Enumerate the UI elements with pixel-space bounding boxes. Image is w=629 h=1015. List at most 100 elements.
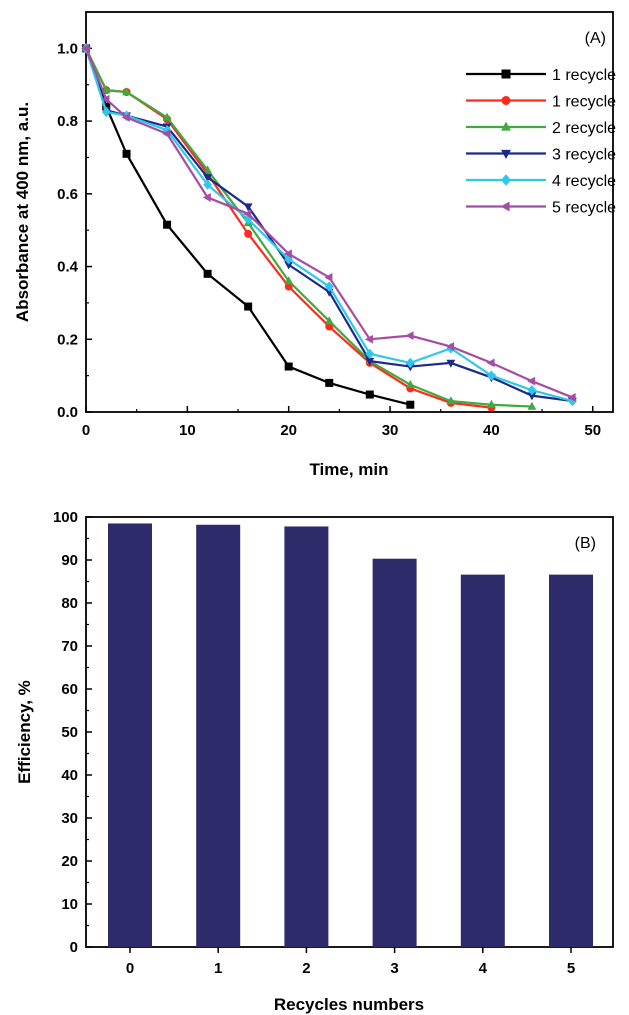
panel-a-legend: 1 recycle 1 recycle 2 recycle 3 recycle 4 re… xyxy=(466,67,616,217)
y-tick-label: 80 xyxy=(61,595,78,612)
panel-a-line-chart: 0 10 20 30 40 50 0.0 0.2 0.4 0.6 0.8 1.0 (A) 1 recy… xyxy=(13,11,616,479)
panel-b-x-axis-title: Recycles numbers xyxy=(274,995,424,1014)
data-point xyxy=(283,249,292,259)
panel-b-y-axis-title: Efficiency, % xyxy=(15,680,34,784)
panel-a-axes: 0 10 20 30 40 50 0.0 0.2 0.4 0.6 0.8 1.0 xyxy=(57,11,601,439)
y-tick-label: 0.6 xyxy=(57,186,78,203)
y-tick-label: 0.2 xyxy=(57,331,78,348)
x-tick-label: 3 xyxy=(390,960,398,977)
y-tick-label: 100 xyxy=(53,509,78,526)
data-point xyxy=(324,273,333,282)
legend-marker xyxy=(501,69,511,79)
data-point xyxy=(243,209,252,219)
y-tick-label: 40 xyxy=(61,767,78,784)
bar xyxy=(460,574,505,947)
y-tick-label: 90 xyxy=(61,552,78,569)
y-tick-label: 1.0 xyxy=(57,40,78,57)
data-point xyxy=(405,379,415,388)
data-point xyxy=(122,87,131,96)
data-point xyxy=(567,393,576,402)
panel-a-label: (A) xyxy=(585,30,606,47)
legend-label: 3 recycle xyxy=(552,147,616,164)
x-tick-label: 5 xyxy=(567,960,575,977)
data-point xyxy=(405,357,415,369)
y-tick-label: 0 xyxy=(70,939,78,956)
y-tick-label: 20 xyxy=(61,853,78,870)
y-tick-label: 0.8 xyxy=(57,113,78,130)
bar xyxy=(108,523,152,947)
x-tick-label: 10 xyxy=(179,422,196,439)
data-point xyxy=(527,392,537,401)
panel-a-plot-frame xyxy=(85,11,614,413)
y-tick-label: 60 xyxy=(61,681,78,698)
data-point xyxy=(284,362,293,371)
x-tick-label: 20 xyxy=(280,422,297,439)
y-tick-label: 10 xyxy=(61,896,78,913)
legend-item: 1 recycle xyxy=(466,67,616,84)
series-6 xyxy=(81,43,576,402)
panel-b-plot-frame xyxy=(85,516,614,948)
x-tick-label: 40 xyxy=(483,422,500,439)
bar xyxy=(549,574,593,947)
data-point xyxy=(364,334,373,344)
series-line xyxy=(84,48,411,406)
legend-item: 1 recycle xyxy=(466,94,616,111)
panel-a-y-axis-title: Absorbance at 400 nm, a.u. xyxy=(13,102,32,322)
y-tick-label: 0.4 xyxy=(57,259,79,276)
data-point xyxy=(284,261,294,270)
data-point xyxy=(244,229,253,238)
panel-b-bars-group xyxy=(108,523,593,947)
y-tick-label: 0.0 xyxy=(57,404,78,421)
data-point xyxy=(446,396,456,405)
legend-item: 3 recycle xyxy=(466,147,616,164)
x-tick-label: 50 xyxy=(584,422,601,439)
legend-label: 1 recycle xyxy=(552,67,616,84)
series-line xyxy=(85,47,492,409)
data-point xyxy=(162,129,171,139)
legend-item: 4 recycle xyxy=(466,173,616,190)
data-point xyxy=(102,102,111,111)
data-point xyxy=(486,370,496,381)
y-tick-label: 30 xyxy=(61,810,78,827)
data-point xyxy=(162,112,172,121)
panel-a-series-group xyxy=(81,43,577,412)
bar xyxy=(372,558,417,947)
data-point xyxy=(203,174,213,183)
data-point xyxy=(324,316,334,325)
data-point xyxy=(163,220,172,229)
data-point xyxy=(446,342,455,351)
legend-label: 5 recycle xyxy=(552,200,616,217)
series-line xyxy=(84,48,573,403)
panel-b-label: (B) xyxy=(575,535,596,552)
data-point xyxy=(365,357,375,366)
legend-item: 5 recycle xyxy=(466,200,616,217)
legend-marker xyxy=(500,201,510,212)
panel-a-x-axis-title: Time, min xyxy=(309,460,388,479)
legend-marker xyxy=(501,121,511,131)
series-line xyxy=(84,47,573,399)
legend-label: 4 recycle xyxy=(552,173,616,190)
data-point xyxy=(121,113,130,122)
data-point xyxy=(365,348,375,360)
data-point xyxy=(527,376,536,386)
data-point xyxy=(101,106,111,118)
data-point xyxy=(527,401,537,410)
data-point xyxy=(325,378,334,387)
data-point xyxy=(81,43,90,53)
x-tick-label: 0 xyxy=(82,422,90,439)
bar xyxy=(284,526,329,947)
legend-item: 2 recycle xyxy=(466,120,616,137)
data-point xyxy=(406,400,415,409)
legend-label: 2 recycle xyxy=(552,120,616,137)
data-point xyxy=(446,359,456,368)
data-point xyxy=(101,94,110,104)
data-point xyxy=(202,193,211,202)
data-point xyxy=(243,214,253,225)
x-tick-label: 1 xyxy=(214,960,222,977)
data-point xyxy=(243,203,253,212)
series-2 xyxy=(82,44,496,412)
data-point xyxy=(405,331,414,341)
data-point xyxy=(324,281,334,292)
